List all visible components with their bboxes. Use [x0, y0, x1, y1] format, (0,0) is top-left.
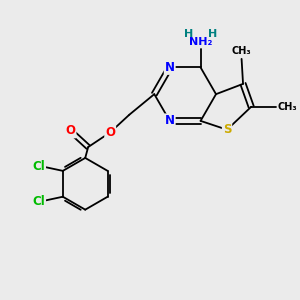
- Text: CH₃: CH₃: [232, 46, 251, 56]
- Text: H: H: [208, 29, 218, 39]
- Text: N: N: [165, 114, 175, 128]
- Text: O: O: [105, 126, 115, 139]
- Text: Cl: Cl: [32, 195, 45, 208]
- Text: S: S: [223, 123, 231, 136]
- Text: Cl: Cl: [32, 160, 45, 173]
- Text: O: O: [65, 124, 76, 137]
- Text: N: N: [165, 61, 175, 74]
- Text: NH₂: NH₂: [189, 38, 212, 47]
- Text: CH₃: CH₃: [278, 102, 297, 112]
- Text: H: H: [184, 29, 193, 39]
